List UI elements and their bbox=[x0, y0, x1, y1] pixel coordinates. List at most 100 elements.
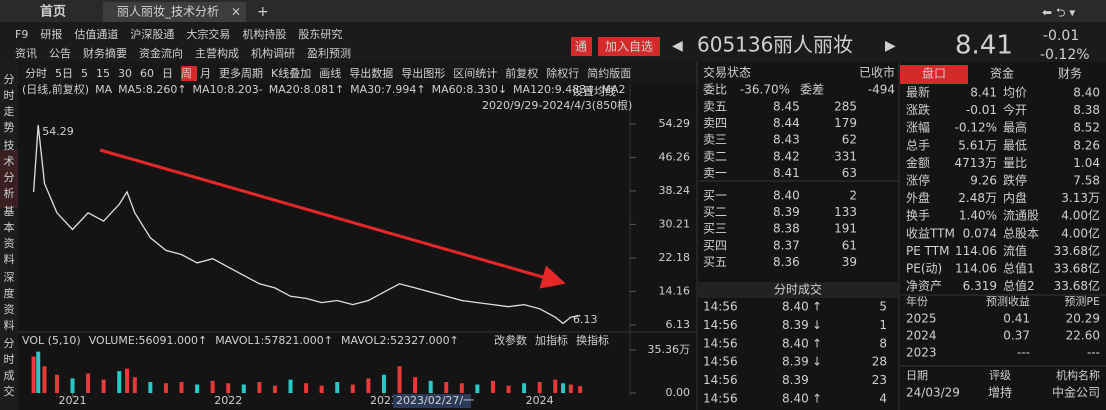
vol-button[interactable]: 换指标 bbox=[576, 333, 609, 347]
volume-bar bbox=[490, 380, 495, 393]
menu-item[interactable]: 公告 bbox=[49, 47, 71, 60]
cursor-date-bg bbox=[393, 394, 471, 408]
toolbar-item[interactable]: 除权行 bbox=[546, 66, 579, 80]
stat-label: 总值1 bbox=[1003, 261, 1035, 276]
toolbar-item[interactable]: 日 bbox=[162, 67, 173, 80]
toolbar-item[interactable]: 周 bbox=[181, 67, 192, 80]
book-volume: 179 bbox=[834, 116, 857, 130]
toolbar-item[interactable]: 分时 bbox=[25, 67, 47, 80]
volume-bar bbox=[397, 366, 402, 393]
prev-arrow[interactable]: ◀ bbox=[672, 38, 683, 54]
panel-tab-active[interactable] bbox=[900, 65, 968, 84]
diff-label: 委差 bbox=[800, 83, 824, 97]
ma-legend: MA20:8.081↑ bbox=[269, 83, 344, 96]
ma-legend: MA bbox=[95, 83, 112, 96]
toolbar-item[interactable]: 简约版面 bbox=[587, 66, 631, 80]
menu-item[interactable]: 研报 bbox=[40, 27, 62, 41]
vol-legend: MAVOL2:52327.000↑ bbox=[341, 334, 459, 347]
vol-legend: MAVOL1:57821.000↑ bbox=[215, 334, 333, 347]
menu-item[interactable]: 主营构成 bbox=[195, 46, 239, 60]
add-watch[interactable]: 加入自选 bbox=[605, 40, 653, 54]
vol-button[interactable]: 加指标 bbox=[535, 333, 568, 347]
menu-item[interactable]: 沪深股通 bbox=[130, 27, 174, 41]
book-label: 买二 bbox=[703, 205, 727, 219]
next-arrow[interactable]: ▶ bbox=[885, 38, 896, 54]
stat-value: 33.68亿 bbox=[1054, 261, 1100, 276]
stat-value: 7.58 bbox=[1073, 174, 1100, 188]
menu-item[interactable]: 资金流向 bbox=[139, 46, 183, 60]
stat-label: 量比 bbox=[1003, 156, 1027, 170]
status-label: 交易状态 bbox=[703, 65, 751, 80]
panel-tab[interactable]: 盘口 bbox=[922, 66, 946, 81]
sidebar-active bbox=[0, 150, 18, 208]
menu-item[interactable]: 机构调研 bbox=[251, 46, 295, 60]
toolbar-item[interactable]: 5日 bbox=[55, 67, 73, 80]
toolbar-item[interactable]: 5 bbox=[81, 67, 88, 80]
vol-button[interactable]: 改参数 bbox=[494, 333, 527, 347]
book-label: 卖五 bbox=[703, 100, 727, 114]
toolbar-item[interactable]: 画线 bbox=[319, 66, 341, 80]
stat-label: 涨幅 bbox=[906, 120, 930, 135]
toolbar-item[interactable]: 15 bbox=[96, 67, 110, 80]
menu-item[interactable]: 大宗交易 bbox=[186, 27, 230, 41]
stat-label: 金额 bbox=[906, 155, 930, 170]
home-tab[interactable]: 首页 bbox=[40, 4, 66, 20]
volume-bar bbox=[522, 383, 527, 393]
menu-item[interactable]: F9 bbox=[15, 28, 28, 41]
menu-item[interactable]: 机构持股 bbox=[242, 27, 286, 41]
ma-legend: MA2 bbox=[601, 83, 625, 96]
toolbar-item[interactable]: 区间统计 bbox=[453, 67, 497, 80]
menu-item[interactable]: 盈利预测 bbox=[307, 47, 351, 60]
panel-tab[interactable]: 财务 bbox=[1058, 66, 1082, 81]
stat-value: 4713万 bbox=[954, 156, 997, 170]
menu-item[interactable]: 股东研究 bbox=[298, 27, 342, 41]
toolbar-item[interactable]: 60 bbox=[140, 67, 154, 80]
stat-label: 最低 bbox=[1003, 138, 1027, 152]
table-cell: 22.60 bbox=[1066, 329, 1100, 343]
panel-tab[interactable]: 资金 bbox=[990, 66, 1014, 81]
badge: 通 bbox=[575, 40, 587, 54]
book-price: 8.40 bbox=[773, 189, 800, 203]
stat-value: 0.074 bbox=[963, 226, 997, 240]
sidebar-item[interactable]: 技术分析 bbox=[4, 139, 15, 200]
active-tab-bg bbox=[103, 2, 246, 22]
trade-volume: 4 bbox=[879, 392, 887, 406]
watch-button-bg[interactable] bbox=[598, 37, 660, 56]
period-active[interactable] bbox=[181, 66, 197, 81]
ma-settings[interactable]: 设置均线 bbox=[572, 84, 616, 98]
new-tab[interactable]: + bbox=[257, 4, 269, 20]
trade-arrow: ↓ bbox=[812, 355, 822, 369]
ratio: -36.70% bbox=[740, 83, 790, 97]
toolbar-item[interactable]: 前复权 bbox=[505, 66, 538, 80]
stat-label: 流值 bbox=[1003, 243, 1027, 258]
stat-value: 4.00亿 bbox=[1061, 225, 1100, 240]
toolbar-item[interactable]: 30 bbox=[118, 67, 132, 80]
sidebar-bg bbox=[0, 62, 18, 410]
active-tab[interactable]: 丽人丽妆_技术分析 bbox=[117, 5, 219, 19]
menu-item[interactable]: 估值通道 bbox=[74, 27, 118, 41]
window-controls[interactable]: ⬅ ⮌ ▾ bbox=[1042, 6, 1075, 20]
toolbar-item[interactable]: 导出数据 bbox=[349, 66, 393, 80]
toolbar-item[interactable]: 月 bbox=[200, 67, 211, 80]
menu-item[interactable]: 资讯 bbox=[15, 47, 37, 60]
y-tick-label: 54.29 bbox=[659, 117, 691, 130]
trade-arrow: ↑ bbox=[812, 300, 822, 314]
volume-bar bbox=[42, 366, 47, 393]
toolbar-item[interactable]: 导出图形 bbox=[401, 66, 445, 80]
toolbar-item[interactable]: K线叠加 bbox=[271, 66, 311, 80]
volume-bar bbox=[428, 380, 433, 393]
y-tick-label: 46.26 bbox=[659, 150, 691, 163]
sidebar-item[interactable]: 深度资料 bbox=[4, 271, 15, 332]
stat-label: 总值2 bbox=[1003, 278, 1035, 293]
sidebar-item[interactable]: 基本资料 bbox=[4, 205, 15, 266]
sidebar-item[interactable]: 分时成交 bbox=[4, 337, 15, 398]
book-volume: 285 bbox=[834, 100, 857, 114]
volume-bar bbox=[304, 383, 309, 393]
menu-item[interactable]: 财务摘要 bbox=[83, 46, 127, 60]
table-header: 评级 bbox=[989, 369, 1011, 382]
sidebar-item[interactable]: 分时走势 bbox=[4, 73, 15, 134]
tab-close[interactable]: × bbox=[231, 5, 241, 19]
stat-value: 4.00亿 bbox=[1061, 208, 1100, 223]
menu-bar bbox=[0, 22, 1106, 62]
toolbar-item[interactable]: 更多周期 bbox=[219, 66, 263, 80]
